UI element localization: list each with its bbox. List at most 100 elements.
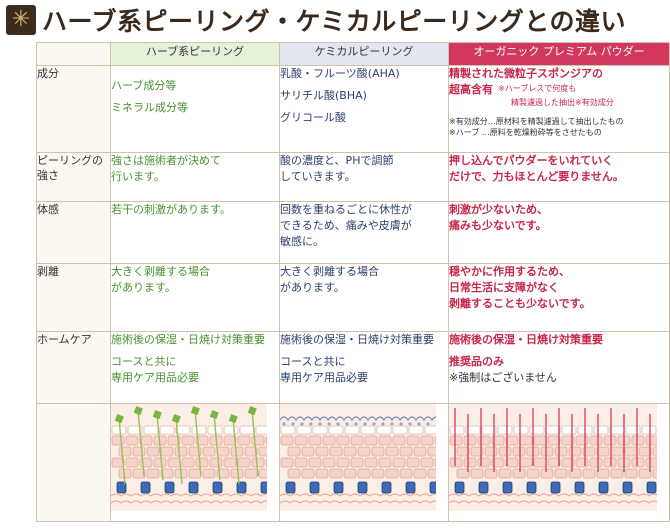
dermis-wave	[280, 493, 436, 497]
herb-particle	[114, 414, 124, 424]
basal-cell	[550, 481, 561, 494]
cell-feel-chemical: 回数を重ねるごとに休性が できるため、痛みや皮膚が 敏感に。	[279, 201, 449, 264]
epidermis-cell	[434, 435, 436, 446]
basal-cell	[236, 481, 247, 494]
epidermis-cell	[512, 468, 526, 479]
epidermis-cell	[153, 457, 167, 468]
cell-text: ミネラル成分等	[111, 101, 188, 114]
epidermis-cell	[406, 457, 420, 468]
cell-text: サリチル酸(BHA)	[280, 89, 367, 102]
stratum-cell	[609, 425, 625, 435]
asterisk-icon: ✳	[6, 5, 36, 35]
epidermis-cell	[322, 457, 336, 468]
epidermis-cell	[420, 457, 434, 468]
epidermis-cell	[146, 468, 160, 479]
epidermis-cell	[589, 457, 603, 468]
stratum-cell	[328, 425, 344, 435]
table-row-strength: ピーリングの 強さ 強さは施術者が決めて 行います。 酸の濃度と、PHで調節 し…	[36, 152, 670, 202]
epidermis-cell	[392, 457, 406, 468]
cell-line: 超高含有 ※ハーブレスで何度も	[449, 82, 669, 98]
epidermis-cell	[449, 435, 463, 446]
epidermis-cell	[540, 468, 554, 479]
epidermis-cell	[301, 446, 315, 457]
basal-cell	[526, 481, 537, 494]
skin-illustration-herb	[110, 403, 280, 522]
cell-homecare-herb: 施術後の保湿・日焼け対策重要 コースと共に 専用ケア用品必要	[110, 331, 280, 404]
epidermis-cell	[470, 446, 484, 457]
basal-cell	[502, 481, 513, 494]
epidermis-cell	[575, 457, 589, 468]
epidermis-cell	[456, 446, 470, 457]
epidermis-cell	[181, 457, 195, 468]
cell-peeling-herb: 大きく剥離する場合 があります。	[110, 263, 280, 332]
epidermis-cell	[167, 435, 181, 446]
epidermis-cell	[329, 468, 343, 479]
stratum-cell	[312, 425, 328, 435]
acid-droplet	[399, 422, 403, 426]
epidermis-cell	[413, 446, 427, 457]
epidermis-cell	[188, 468, 202, 479]
skin-diagram-chemical	[280, 404, 436, 511]
footnote-text: 精製濾過した抽出※有効成分	[511, 98, 614, 107]
epidermis-cell	[645, 457, 657, 468]
epidermis-cell	[371, 446, 385, 457]
epidermis-cell	[568, 468, 582, 479]
epidermis-cell	[195, 457, 209, 468]
epidermis-cell	[645, 435, 657, 446]
table-row-illustration	[36, 403, 670, 522]
epidermis-cell	[294, 457, 308, 468]
epidermis-cell	[230, 468, 244, 479]
stratum-cell	[143, 425, 159, 435]
epidermis-cell	[202, 446, 216, 457]
stratum-cell	[392, 425, 408, 435]
epidermis-cell	[350, 435, 364, 446]
cell-homecare-chemical: 施術後の保湿・日焼け対策重要 コースと共に 専用ケア用品必要	[279, 331, 449, 404]
epidermis-cell	[378, 435, 392, 446]
cell-text: 施術後の保湿・日焼け対策重要	[280, 333, 434, 346]
cell-text: 超高含有	[449, 83, 493, 96]
epidermis-cell	[280, 457, 294, 468]
stratum-cell	[239, 425, 255, 435]
cell-text: 施術後の保湿・日焼け対策重要	[111, 333, 265, 346]
epidermis-cell	[265, 457, 267, 468]
stratum-cell	[593, 425, 609, 435]
epidermis-cell	[638, 468, 652, 479]
acid-wave	[280, 416, 436, 422]
cell-strength-chemical: 酸の濃度と、PHで調節 していきます。	[279, 152, 449, 202]
epidermis-cell	[406, 435, 420, 446]
epidermis-cell	[533, 435, 547, 446]
stratum-cell	[545, 425, 561, 435]
epidermis-cell	[132, 446, 146, 457]
label-text: ピーリングの	[37, 154, 103, 167]
label-text: 強さ	[37, 169, 59, 182]
epidermis-cell	[610, 446, 624, 457]
epidermis-cell	[258, 446, 267, 457]
acid-droplet	[417, 422, 421, 426]
epidermis-cell	[561, 457, 575, 468]
cell-text: 日常生活に支障がなく	[449, 281, 559, 294]
note-text: ※ハーブ …原料を乾燥粉砕等をさせたもの	[449, 128, 602, 137]
stratum-cell	[175, 425, 191, 435]
herb-particle	[171, 414, 181, 424]
epidermis-cell	[280, 435, 294, 446]
cell-text: だけで、力もほとんど要りません。	[449, 170, 624, 183]
dermis-wave	[449, 493, 657, 497]
title-bar: ✳ ハーブ系ピーリング・ケミカルピーリングとの違い	[0, 0, 670, 40]
cell-text: 施術後の保湿・日焼け対策重要	[449, 333, 603, 346]
stratum-cell	[255, 425, 267, 435]
epidermis-cell	[216, 446, 230, 457]
epidermis-cell	[378, 457, 392, 468]
epidermis-cell	[463, 435, 477, 446]
cell-text: 推奨品のみ	[449, 355, 504, 368]
basal-cell	[646, 481, 657, 494]
table-row-ingredients: 成分 ハーブ成分等 ミネラル成分等 乳酸・フルーツ酸(AHA) サリチル酸(BH…	[36, 65, 670, 153]
epidermis-cell	[336, 435, 350, 446]
herb-needle	[194, 409, 202, 477]
epidermis-cell	[125, 435, 139, 446]
stratum-cell	[344, 425, 360, 435]
epidermis-cell	[350, 457, 364, 468]
epidermis-cell	[265, 435, 267, 446]
epidermis-cell	[336, 457, 350, 468]
stratum-cell	[561, 425, 577, 435]
acid-droplet	[309, 422, 313, 426]
